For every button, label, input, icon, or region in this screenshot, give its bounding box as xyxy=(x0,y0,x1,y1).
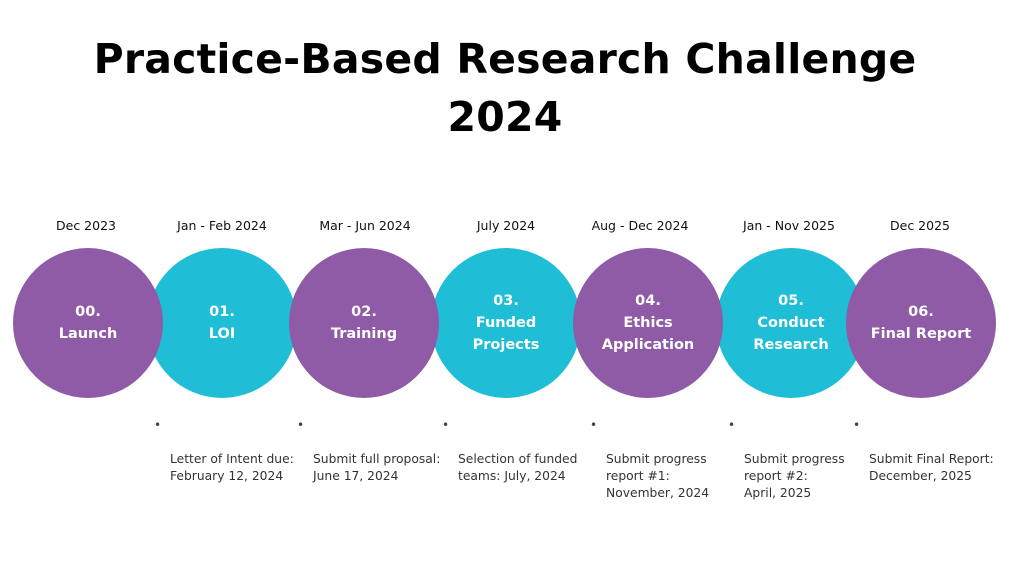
milestone-number: 03. xyxy=(493,293,519,309)
milestone-number: 05. xyxy=(778,293,804,309)
milestone-label: Funded Projects xyxy=(472,315,540,353)
milestone-circle-01: 01. LOI xyxy=(147,248,297,398)
milestone-date-01: Jan - Feb 2024 xyxy=(177,218,267,233)
milestone-label: Training xyxy=(330,326,398,342)
milestone-circle-02: 02. Training xyxy=(289,248,439,398)
milestone-note-text: Submit full proposal: June 17, 2024 xyxy=(313,452,441,483)
milestone-number: 00. xyxy=(75,304,101,320)
milestone-note-04: • Submit progress report #1: November, 2… xyxy=(590,417,751,502)
milestone-circle-00: 00. Launch xyxy=(13,248,163,398)
milestone-label: Conduct Research xyxy=(753,315,829,353)
bullet-icon: • xyxy=(590,418,598,432)
milestone-note-text: Letter of Intent due: February 12, 2024 xyxy=(170,452,294,483)
page-title: Practice-Based Research Challenge 2024 xyxy=(0,30,1010,146)
bullet-icon: • xyxy=(853,418,861,432)
milestone-circle-06: 06. Final Report xyxy=(846,248,996,398)
milestone-note-text: Submit progress report #1: November, 202… xyxy=(606,452,710,500)
milestone-date-06: Dec 2025 xyxy=(890,218,950,233)
milestone-note-01: • Letter of Intent due: February 12, 202… xyxy=(154,417,315,485)
milestone-note-05: • Submit progress report #2: April, 2025 xyxy=(728,417,889,502)
milestone-note-text: Submit progress report #2: April, 2025 xyxy=(744,452,845,500)
milestone-date-00: Dec 2023 xyxy=(56,218,116,233)
milestone-date-03: July 2024 xyxy=(476,218,536,233)
milestone-note-text: Submit Final Report: December, 2025 xyxy=(869,452,994,483)
milestone-number: 01. xyxy=(209,304,235,320)
milestone-label: LOI xyxy=(208,326,236,342)
milestone-number: 06. xyxy=(908,304,934,320)
bullet-icon: • xyxy=(728,418,736,432)
bullet-icon: • xyxy=(442,418,450,432)
milestone-label: Ethics Application xyxy=(601,315,695,353)
title-line-2: 2024 xyxy=(447,93,563,141)
bullet-icon: • xyxy=(154,418,162,432)
title-line-1: Practice-Based Research Challenge xyxy=(93,35,917,83)
milestone-circle-04: 04. Ethics Application xyxy=(573,248,723,398)
milestone-label: Final Report xyxy=(870,326,972,342)
milestone-note-06: • Submit Final Report: December, 2025 xyxy=(853,417,1010,485)
milestone-date-02: Mar - Jun 2024 xyxy=(319,218,411,233)
milestone-note-03: • Selection of funded teams: July, 2024 xyxy=(442,417,603,485)
milestone-date-04: Aug - Dec 2024 xyxy=(591,218,689,233)
milestone-note-02: • Submit full proposal: June 17, 2024 xyxy=(297,417,458,485)
milestone-circle-03: 03. Funded Projects xyxy=(431,248,581,398)
milestone-label: Launch xyxy=(58,326,118,342)
milestone-note-text: Selection of funded teams: July, 2024 xyxy=(458,452,578,483)
milestone-number: 04. xyxy=(635,293,661,309)
bullet-icon: • xyxy=(297,418,305,432)
milestone-circle-05: 05. Conduct Research xyxy=(716,248,866,398)
milestone-number: 02. xyxy=(351,304,377,320)
milestone-date-05: Jan - Nov 2025 xyxy=(743,218,835,233)
